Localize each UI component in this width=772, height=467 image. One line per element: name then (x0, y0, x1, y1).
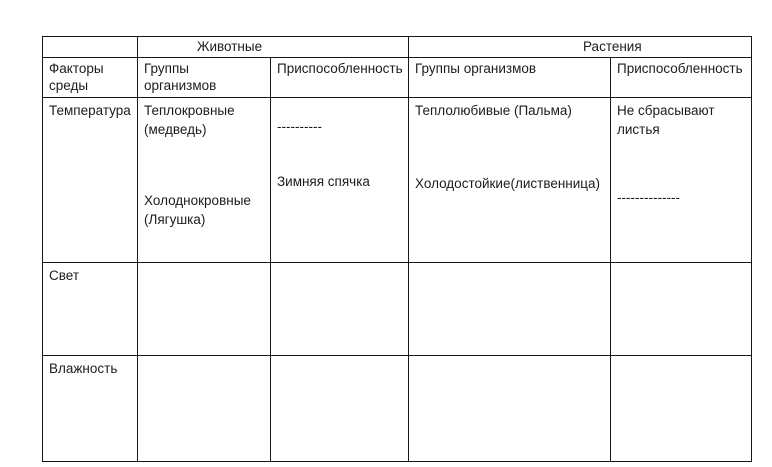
empty-cell (408, 262, 611, 356)
table-row-temperature: Температура Теплокровные (медведь) Холод… (42, 97, 753, 263)
factor-humidity: Влажность (42, 355, 138, 462)
plant-group-cold-resistant: Холодостойкие(лиственница) (415, 176, 601, 191)
table-row-humidity: Влажность (42, 355, 753, 462)
group-header-plants: Растения (407, 36, 753, 58)
header-animal-groups: Группы организмов (137, 57, 271, 98)
animal-group-warm-blooded: Теплокровные (медведь) (144, 103, 235, 137)
table-row-light: Свет (42, 262, 753, 356)
empty-cell (137, 355, 271, 462)
animal-adaptation-hibernation: Зимняя спячка (277, 174, 370, 189)
column-header-row: Факторы среды Группы организмов Приспосо… (42, 57, 753, 98)
empty-cell (270, 262, 409, 356)
header-plant-adaptation: Приспособленность (609, 57, 753, 98)
cell-plant-adaptation-temperature: Не сбрасывают листья -------------- (609, 97, 753, 263)
header-factors: Факторы среды (42, 57, 138, 98)
empty-cell (609, 355, 753, 462)
plant-adaptation-dashes: -------------- (617, 190, 680, 205)
cell-animal-groups-temperature: Теплокровные (медведь) Холоднокровные (Л… (137, 97, 271, 263)
group-header-row: Животные Растения (42, 36, 753, 58)
cell-plant-groups-temperature: Теплолюбивые (Пальма) Холодостойкие(лист… (408, 97, 611, 263)
header-animal-adaptation: Приспособленность (270, 57, 409, 98)
header-plant-groups: Группы организмов (408, 57, 611, 98)
empty-cell (609, 262, 753, 356)
environment-factors-table: Животные Растения Факторы среды Группы о… (42, 36, 753, 462)
empty-cell (270, 355, 409, 462)
factor-light: Свет (42, 262, 138, 356)
corner-empty-cell (42, 36, 138, 58)
cell-animal-adaptation-temperature: ---------- Зимняя спячка (270, 97, 409, 263)
group-header-animals: Животные (137, 36, 409, 58)
empty-cell (137, 262, 271, 356)
factor-temperature: Температура (42, 97, 138, 263)
animal-group-cold-blooded: Холоднокровные (Лягушка) (144, 193, 251, 227)
plant-group-heat-loving: Теплолюбивые (Пальма) (415, 103, 572, 118)
empty-cell (408, 355, 611, 462)
animal-adaptation-dashes: ---------- (277, 119, 322, 134)
plant-adaptation-keep-leaves: Не сбрасывают листья (617, 103, 715, 137)
